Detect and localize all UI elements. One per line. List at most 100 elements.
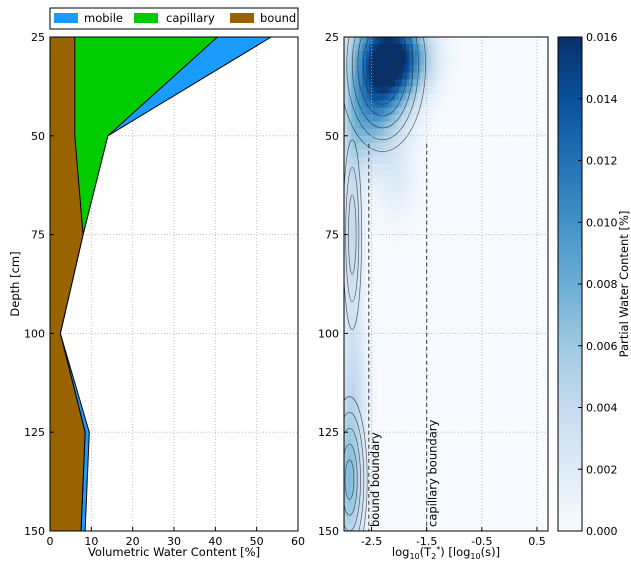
left-areas bbox=[50, 37, 272, 531]
heatmap-cell bbox=[344, 121, 349, 130]
heatmap-cell bbox=[380, 93, 385, 102]
heatmap-cell bbox=[380, 213, 385, 222]
heatmap-cell bbox=[405, 93, 411, 102]
heatmap-cell bbox=[351, 439, 356, 447]
heatmap-cell bbox=[398, 185, 403, 193]
heatmap-cell bbox=[398, 51, 403, 59]
heatmap-cell bbox=[344, 171, 349, 179]
heatmap-cell bbox=[354, 65, 360, 73]
heatmap-cell bbox=[384, 213, 389, 222]
heatmap-cell bbox=[347, 79, 352, 87]
heatmap-cell bbox=[402, 213, 407, 222]
heatmap-cell bbox=[351, 284, 356, 292]
heatmap-cell bbox=[373, 502, 378, 511]
heatmap-cell bbox=[431, 135, 436, 144]
heatmap-cell bbox=[373, 425, 378, 433]
heatmap-cell bbox=[438, 86, 443, 95]
heatmap-cell bbox=[354, 171, 360, 179]
heatmap-cell bbox=[398, 93, 403, 102]
heatmap-cell bbox=[358, 107, 363, 116]
heatmap-cell bbox=[380, 185, 385, 193]
heatmap-cell bbox=[373, 361, 378, 370]
heatmap-cell bbox=[409, 58, 414, 66]
heatmap-cell bbox=[347, 227, 352, 236]
heatmap-cell bbox=[376, 206, 382, 215]
heatmap-cell bbox=[365, 135, 371, 144]
heatmap-cell bbox=[373, 340, 378, 349]
heatmap-cell bbox=[362, 467, 367, 476]
colorbar-tick-label: 0.012 bbox=[586, 155, 618, 168]
heatmap-cell bbox=[362, 418, 367, 426]
heatmap-cell bbox=[369, 319, 374, 327]
heatmap-cell bbox=[438, 114, 443, 123]
heatmap-cell bbox=[413, 44, 418, 52]
heatmap-cell bbox=[369, 248, 374, 257]
heatmap-cell bbox=[369, 488, 374, 497]
heatmap-cell bbox=[402, 142, 407, 151]
heatmap-cell bbox=[344, 509, 349, 518]
heatmap-cell bbox=[435, 51, 440, 59]
heatmap-cell bbox=[398, 213, 403, 222]
heatmap-cell bbox=[409, 142, 414, 151]
heatmap-cell bbox=[347, 291, 352, 299]
heatmap-cell bbox=[402, 206, 407, 215]
heatmap-cell bbox=[351, 86, 356, 95]
heatmap-cell bbox=[369, 241, 374, 250]
heatmap-cell bbox=[387, 171, 392, 179]
heatmap-cell bbox=[435, 44, 440, 52]
heatmap-cell bbox=[365, 368, 371, 377]
heatmap-cell bbox=[398, 206, 403, 215]
heatmap-cell bbox=[347, 375, 352, 384]
heatmap-cell bbox=[453, 65, 458, 73]
colorbar-ticks: 0.000 0.002 0.004 0.006 0.008 0.010 0.012 0.014… bbox=[578, 31, 618, 538]
heatmap-cell bbox=[431, 58, 436, 66]
heatmap-cell bbox=[358, 389, 363, 398]
heatmap-cell bbox=[344, 439, 349, 447]
heatmap-cell bbox=[347, 192, 352, 200]
heatmap-contour bbox=[344, 37, 426, 152]
heatmap-cell bbox=[354, 86, 360, 95]
heatmap-cell bbox=[373, 199, 378, 207]
heatmap-cell bbox=[402, 44, 407, 52]
heatmap-cell bbox=[402, 114, 407, 123]
heatmap-cell bbox=[369, 164, 374, 172]
heatmap-cell bbox=[351, 156, 356, 165]
heatmap-cell bbox=[358, 460, 363, 469]
heatmap-cell bbox=[347, 241, 352, 250]
heatmap-cell bbox=[344, 142, 349, 151]
heatmap-cell bbox=[362, 79, 367, 87]
heatmap-cell bbox=[365, 44, 371, 52]
heatmap-cell bbox=[391, 142, 396, 151]
heatmap-cell bbox=[405, 227, 411, 236]
heatmap-cell bbox=[391, 241, 396, 250]
heatmap-cell bbox=[413, 192, 418, 200]
heatmap-cell bbox=[358, 171, 363, 179]
heatmap-cell bbox=[391, 86, 396, 95]
heatmap-cell bbox=[347, 446, 352, 454]
heatmap-cell bbox=[362, 65, 367, 73]
heatmap-cell bbox=[347, 516, 352, 525]
heatmap-cell bbox=[369, 79, 374, 87]
heatmap-cell bbox=[358, 128, 363, 137]
heatmap-cell bbox=[365, 51, 371, 59]
right-y-tick-label: 75 bbox=[325, 229, 339, 242]
heatmap-cell bbox=[398, 128, 403, 137]
colorbar-tick-label: 0.004 bbox=[586, 402, 618, 415]
heatmap-cell bbox=[387, 192, 392, 200]
heatmap-cell bbox=[398, 220, 403, 229]
heatmap-cell bbox=[347, 432, 352, 440]
heatmap-cell bbox=[398, 58, 403, 66]
heatmap-cell bbox=[387, 100, 392, 109]
heatmap-cell bbox=[413, 37, 418, 45]
heatmap-cell bbox=[435, 79, 440, 87]
heatmap-cell bbox=[358, 502, 363, 511]
heatmap-cell bbox=[351, 389, 356, 398]
heatmap-cell bbox=[420, 142, 425, 151]
heatmap-cell bbox=[395, 178, 400, 186]
boundary-lines: bound boundary capillary boundary bbox=[368, 143, 440, 531]
heatmap-contour bbox=[344, 443, 358, 516]
heatmap-cell bbox=[344, 354, 349, 363]
heatmap-cell bbox=[365, 467, 371, 476]
heatmap-cell bbox=[358, 93, 363, 102]
heatmap-cell bbox=[365, 502, 371, 511]
